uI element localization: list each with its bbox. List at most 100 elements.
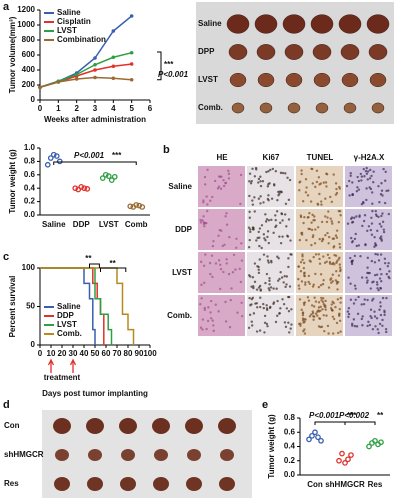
cell bbox=[359, 172, 362, 176]
annotation: *** bbox=[112, 151, 122, 160]
cell bbox=[366, 170, 370, 173]
cell bbox=[281, 171, 285, 175]
cell bbox=[334, 193, 338, 196]
point bbox=[93, 56, 97, 60]
cell bbox=[203, 221, 207, 225]
cell bbox=[370, 233, 374, 236]
point bbox=[50, 151, 57, 158]
cell bbox=[387, 189, 390, 192]
cell bbox=[253, 175, 257, 178]
panel-letter: d bbox=[3, 399, 10, 411]
cell bbox=[247, 326, 251, 330]
cell bbox=[314, 300, 318, 303]
tumor bbox=[341, 72, 359, 88]
cell bbox=[328, 260, 332, 264]
cell bbox=[374, 325, 377, 328]
micrograph bbox=[198, 209, 245, 250]
cell bbox=[332, 173, 335, 176]
cell bbox=[330, 303, 333, 306]
cell bbox=[299, 324, 302, 327]
cell bbox=[315, 180, 319, 184]
cell bbox=[273, 184, 276, 187]
cell bbox=[325, 173, 329, 176]
tumor bbox=[154, 449, 168, 461]
cell bbox=[284, 202, 288, 206]
tumor bbox=[121, 449, 135, 461]
cell bbox=[307, 227, 310, 231]
cell bbox=[302, 221, 305, 225]
cell bbox=[266, 230, 270, 233]
x-tick-label: 0 bbox=[38, 349, 43, 358]
cell bbox=[367, 320, 370, 324]
cell bbox=[387, 212, 391, 216]
cell bbox=[321, 300, 325, 304]
cell bbox=[329, 217, 332, 220]
cell bbox=[379, 301, 382, 304]
cell bbox=[224, 181, 228, 185]
cell bbox=[264, 220, 268, 223]
cell bbox=[374, 242, 377, 245]
legend-label: Cisplatin bbox=[57, 17, 91, 26]
point bbox=[111, 76, 116, 81]
tumor bbox=[228, 44, 248, 60]
cell bbox=[373, 236, 376, 239]
treatment-arrow bbox=[47, 358, 55, 373]
cell bbox=[324, 197, 327, 200]
cell bbox=[375, 273, 379, 276]
cell bbox=[373, 261, 377, 264]
cell bbox=[257, 181, 260, 184]
cell bbox=[310, 228, 314, 232]
cell bbox=[284, 325, 288, 329]
cell bbox=[319, 284, 323, 287]
column-header: TUNEL bbox=[307, 153, 334, 162]
x-tick-label: 5 bbox=[129, 104, 134, 113]
cell bbox=[248, 238, 251, 242]
cell bbox=[355, 325, 359, 328]
cell bbox=[251, 226, 255, 229]
cell bbox=[222, 184, 226, 188]
point bbox=[105, 173, 112, 179]
micrograph bbox=[296, 209, 343, 250]
cell bbox=[288, 331, 291, 334]
photo-row-label: Saline bbox=[198, 19, 222, 28]
cell bbox=[353, 284, 357, 287]
tumor bbox=[53, 418, 71, 434]
cell bbox=[380, 225, 383, 228]
cell bbox=[211, 275, 214, 279]
cell bbox=[377, 215, 380, 219]
cell bbox=[262, 233, 266, 236]
cell bbox=[205, 327, 208, 331]
micrograph bbox=[198, 252, 245, 293]
cell bbox=[307, 280, 310, 284]
cell bbox=[277, 257, 280, 260]
cell bbox=[216, 187, 220, 190]
cell bbox=[377, 288, 380, 292]
cell bbox=[276, 299, 279, 303]
cell bbox=[332, 317, 336, 321]
y-tick-label: 1.0 bbox=[24, 143, 36, 152]
cell bbox=[370, 222, 374, 225]
cell bbox=[272, 287, 275, 290]
bracket bbox=[344, 421, 376, 425]
cell bbox=[265, 307, 269, 310]
cell bbox=[274, 169, 278, 173]
cell bbox=[321, 237, 324, 241]
cell bbox=[376, 287, 379, 290]
cell bbox=[225, 223, 229, 226]
cell bbox=[308, 211, 311, 215]
cell bbox=[267, 261, 270, 264]
point bbox=[111, 55, 116, 60]
cell bbox=[333, 253, 336, 257]
cell bbox=[347, 315, 350, 319]
cell bbox=[366, 279, 369, 282]
cell bbox=[368, 323, 372, 327]
cell bbox=[356, 175, 359, 179]
cell bbox=[331, 280, 334, 283]
cell bbox=[222, 179, 225, 182]
cell bbox=[374, 252, 377, 256]
cell bbox=[300, 169, 303, 172]
point bbox=[136, 202, 143, 209]
cell bbox=[286, 235, 290, 238]
cell bbox=[382, 230, 386, 234]
cell bbox=[208, 261, 212, 265]
